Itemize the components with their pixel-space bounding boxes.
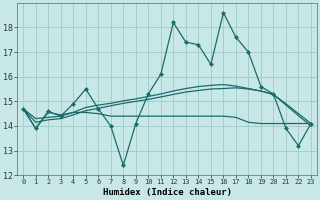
X-axis label: Humidex (Indice chaleur): Humidex (Indice chaleur) [103, 188, 232, 197]
